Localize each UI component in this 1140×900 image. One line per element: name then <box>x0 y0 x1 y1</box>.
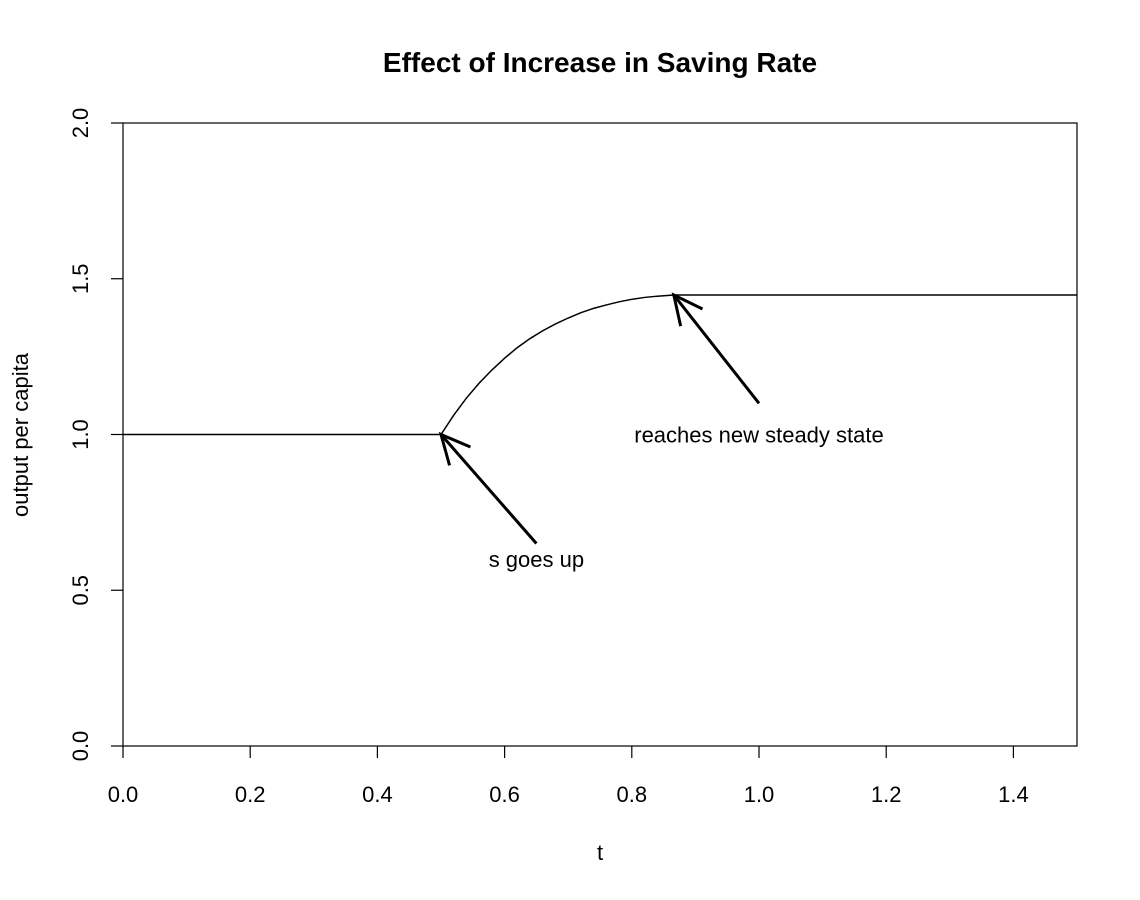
x-tick-label: 1.2 <box>871 782 902 807</box>
annotation-layer: s goes up reaches new steady state <box>438 292 884 572</box>
series-layer <box>123 294 1077 436</box>
y-tick-label: 1.0 <box>68 419 93 450</box>
x-tick-label: 0.6 <box>489 782 520 807</box>
y-axis-label: output per capita <box>8 352 33 517</box>
annotation-label: reaches new steady state <box>634 423 883 448</box>
annotation-arrowhead <box>671 292 704 327</box>
y-tick-label: 0.0 <box>68 731 93 762</box>
x-axis-label: t <box>597 840 603 865</box>
x-tick-label: 1.4 <box>998 782 1029 807</box>
x-tick-label: 0.2 <box>235 782 266 807</box>
annotation-arrowhead <box>438 431 472 466</box>
annotation-arrow <box>439 433 538 545</box>
y-tick-label: 1.5 <box>68 263 93 294</box>
chart-title: Effect of Increase in Saving Rate <box>383 47 817 78</box>
series-line <box>123 294 1077 436</box>
x-axis: 0.0 0.2 0.4 0.6 0.8 1.0 1.2 1.4 <box>108 746 1029 807</box>
y-tick-label: 2.0 <box>68 108 93 139</box>
x-tick-label: 0.8 <box>617 782 648 807</box>
x-tick-label: 0.0 <box>108 782 139 807</box>
y-tick-label: 0.5 <box>68 575 93 606</box>
y-axis: 0.0 0.5 1.0 1.5 2.0 <box>68 108 123 762</box>
x-tick-label: 1.0 <box>744 782 775 807</box>
x-tick-label: 0.4 <box>362 782 393 807</box>
annotation-label: s goes up <box>489 547 584 572</box>
annotation-arrow <box>672 294 761 405</box>
